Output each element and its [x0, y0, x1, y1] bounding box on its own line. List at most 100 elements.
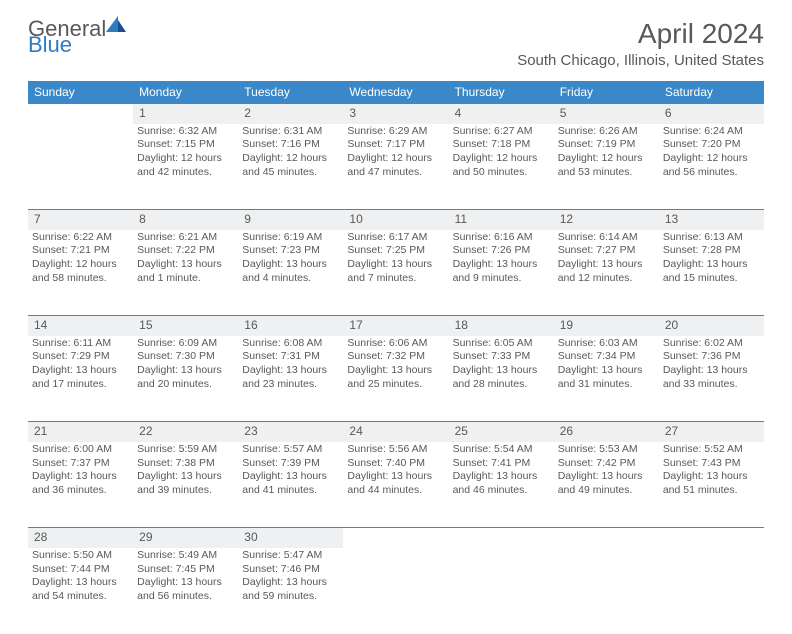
day-content-cell: Sunrise: 6:29 AMSunset: 7:17 PMDaylight:… [343, 124, 448, 210]
day-number-row: 282930 [28, 528, 764, 548]
sunrise-text: Sunrise: 6:32 AM [137, 125, 234, 139]
sunrise-text: Sunrise: 6:00 AM [32, 443, 129, 457]
day-number-cell: 24 [343, 422, 448, 442]
sunrise-text: Sunrise: 6:09 AM [137, 337, 234, 351]
day-number-row: 123456 [28, 104, 764, 124]
sunrise-text: Sunrise: 5:49 AM [137, 549, 234, 563]
day-number-cell: 5 [554, 104, 659, 124]
daylight-text: and 31 minutes. [558, 378, 655, 392]
sunrise-text: Sunrise: 5:50 AM [32, 549, 129, 563]
day-content-cell: Sunrise: 6:16 AMSunset: 7:26 PMDaylight:… [449, 230, 554, 316]
weekday-header: Saturday [659, 81, 764, 104]
daylight-text: Daylight: 13 hours [663, 258, 760, 272]
daylight-text: and 46 minutes. [453, 484, 550, 498]
daylight-text: and 58 minutes. [32, 272, 129, 286]
daylight-text: Daylight: 13 hours [137, 470, 234, 484]
day-content-cell: Sunrise: 6:17 AMSunset: 7:25 PMDaylight:… [343, 230, 448, 316]
day-number-cell: 7 [28, 210, 133, 230]
logo-icon [104, 12, 128, 36]
daylight-text: Daylight: 13 hours [663, 470, 760, 484]
day-content-cell [449, 548, 554, 634]
sunrise-text: Sunrise: 5:57 AM [242, 443, 339, 457]
daylight-text: and 56 minutes. [663, 166, 760, 180]
sunrise-text: Sunrise: 6:14 AM [558, 231, 655, 245]
day-content-cell [28, 124, 133, 210]
sunrise-text: Sunrise: 6:02 AM [663, 337, 760, 351]
sunset-text: Sunset: 7:26 PM [453, 244, 550, 258]
sunset-text: Sunset: 7:42 PM [558, 457, 655, 471]
sunset-text: Sunset: 7:43 PM [663, 457, 760, 471]
daylight-text: and 42 minutes. [137, 166, 234, 180]
day-number-cell: 6 [659, 104, 764, 124]
sunrise-text: Sunrise: 6:06 AM [347, 337, 444, 351]
sunrise-text: Sunrise: 6:24 AM [663, 125, 760, 139]
day-number-cell [449, 528, 554, 548]
day-number-cell [659, 528, 764, 548]
daylight-text: Daylight: 13 hours [137, 576, 234, 590]
day-content-cell: Sunrise: 6:14 AMSunset: 7:27 PMDaylight:… [554, 230, 659, 316]
day-content-cell: Sunrise: 5:59 AMSunset: 7:38 PMDaylight:… [133, 442, 238, 528]
daylight-text: Daylight: 13 hours [347, 364, 444, 378]
daylight-text: Daylight: 13 hours [558, 470, 655, 484]
day-number-cell: 11 [449, 210, 554, 230]
daylight-text: Daylight: 13 hours [137, 364, 234, 378]
sunrise-text: Sunrise: 6:08 AM [242, 337, 339, 351]
day-content-cell: Sunrise: 6:11 AMSunset: 7:29 PMDaylight:… [28, 336, 133, 422]
sunrise-text: Sunrise: 6:29 AM [347, 125, 444, 139]
day-content-cell: Sunrise: 6:02 AMSunset: 7:36 PMDaylight:… [659, 336, 764, 422]
sunrise-text: Sunrise: 6:05 AM [453, 337, 550, 351]
daylight-text: and 20 minutes. [137, 378, 234, 392]
daylight-text: and 47 minutes. [347, 166, 444, 180]
sunset-text: Sunset: 7:30 PM [137, 350, 234, 364]
sunrise-text: Sunrise: 5:47 AM [242, 549, 339, 563]
day-number-cell: 26 [554, 422, 659, 442]
daylight-text: and 49 minutes. [558, 484, 655, 498]
day-content-cell: Sunrise: 6:27 AMSunset: 7:18 PMDaylight:… [449, 124, 554, 210]
sunset-text: Sunset: 7:21 PM [32, 244, 129, 258]
sunset-text: Sunset: 7:33 PM [453, 350, 550, 364]
day-number-row: 78910111213 [28, 210, 764, 230]
sunset-text: Sunset: 7:39 PM [242, 457, 339, 471]
daylight-text: and 1 minute. [137, 272, 234, 286]
daylight-text: and 39 minutes. [137, 484, 234, 498]
sunset-text: Sunset: 7:22 PM [137, 244, 234, 258]
daylight-text: and 36 minutes. [32, 484, 129, 498]
day-content-cell: Sunrise: 5:54 AMSunset: 7:41 PMDaylight:… [449, 442, 554, 528]
sunset-text: Sunset: 7:29 PM [32, 350, 129, 364]
daylight-text: Daylight: 13 hours [32, 364, 129, 378]
daylight-text: and 12 minutes. [558, 272, 655, 286]
sunrise-text: Sunrise: 6:26 AM [558, 125, 655, 139]
day-number-cell: 29 [133, 528, 238, 548]
day-number-cell: 3 [343, 104, 448, 124]
day-number-cell: 20 [659, 316, 764, 336]
day-number-row: 21222324252627 [28, 422, 764, 442]
sunset-text: Sunset: 7:25 PM [347, 244, 444, 258]
day-number-cell: 30 [238, 528, 343, 548]
sunset-text: Sunset: 7:19 PM [558, 138, 655, 152]
day-number-cell [554, 528, 659, 548]
day-number-cell: 16 [238, 316, 343, 336]
daylight-text: Daylight: 13 hours [242, 364, 339, 378]
day-content-cell: Sunrise: 6:06 AMSunset: 7:32 PMDaylight:… [343, 336, 448, 422]
day-number-cell: 18 [449, 316, 554, 336]
day-content-cell: Sunrise: 5:57 AMSunset: 7:39 PMDaylight:… [238, 442, 343, 528]
day-content-cell: Sunrise: 6:13 AMSunset: 7:28 PMDaylight:… [659, 230, 764, 316]
daylight-text: Daylight: 12 hours [663, 152, 760, 166]
daylight-text: Daylight: 12 hours [558, 152, 655, 166]
day-content-cell [343, 548, 448, 634]
day-number-cell: 27 [659, 422, 764, 442]
day-content-cell [554, 548, 659, 634]
sunset-text: Sunset: 7:17 PM [347, 138, 444, 152]
day-number-cell: 21 [28, 422, 133, 442]
sunrise-text: Sunrise: 6:31 AM [242, 125, 339, 139]
daylight-text: Daylight: 13 hours [242, 470, 339, 484]
sunrise-text: Sunrise: 5:53 AM [558, 443, 655, 457]
daylight-text: Daylight: 13 hours [453, 364, 550, 378]
day-number-cell: 10 [343, 210, 448, 230]
daylight-text: and 33 minutes. [663, 378, 760, 392]
title-block: April 2024 South Chicago, Illinois, Unit… [517, 18, 764, 69]
sunrise-text: Sunrise: 6:17 AM [347, 231, 444, 245]
sunset-text: Sunset: 7:23 PM [242, 244, 339, 258]
sunset-text: Sunset: 7:46 PM [242, 563, 339, 577]
day-content-cell [659, 548, 764, 634]
